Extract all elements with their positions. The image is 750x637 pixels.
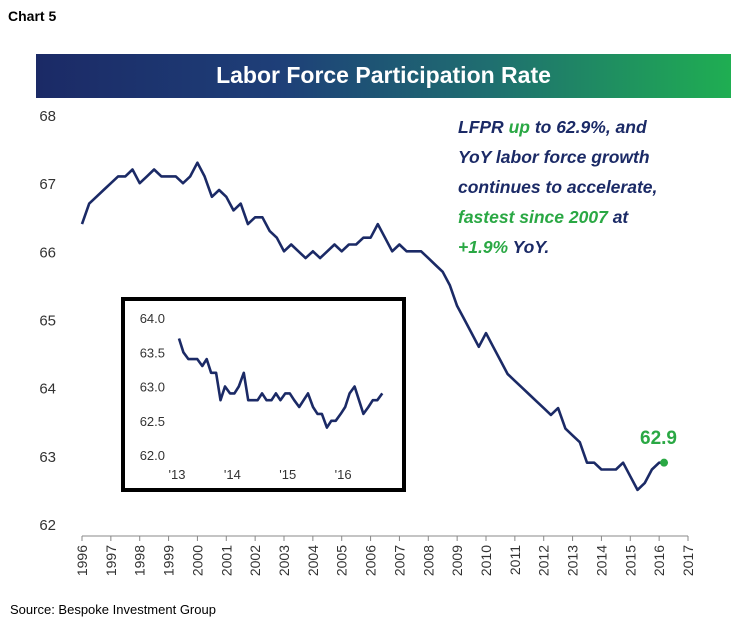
x-tick-label: 2001 bbox=[218, 545, 234, 576]
inset-y-tick-label: 62.5 bbox=[140, 414, 165, 429]
x-tick-label: 2008 bbox=[420, 545, 436, 576]
title-banner: Labor Force Participation Rate bbox=[36, 54, 731, 98]
x-tick-label: 1997 bbox=[103, 545, 119, 576]
last-point-marker bbox=[660, 458, 669, 467]
source-note: Source: Bespoke Investment Group bbox=[10, 602, 216, 617]
x-tick-label: 2009 bbox=[449, 545, 465, 576]
annotation-line-5: +1.9% YoY. bbox=[458, 232, 743, 262]
annotation-line-1: LFPR up to 62.9%, and bbox=[458, 112, 743, 142]
x-tick-label: 2011 bbox=[507, 545, 523, 575]
y-tick-label: 63 bbox=[39, 449, 56, 466]
y-tick-label: 68 bbox=[39, 108, 56, 125]
x-tick-label: 2005 bbox=[334, 545, 350, 576]
annotation-highlight: +1.9% bbox=[458, 237, 509, 257]
x-tick-label: 2010 bbox=[478, 545, 494, 576]
y-tick-label: 64 bbox=[39, 381, 56, 398]
y-tick-label: 62 bbox=[39, 517, 56, 534]
inset-x-tick-label: '16 bbox=[335, 467, 352, 482]
annotation-text: at bbox=[607, 207, 629, 227]
annotation-highlight: up bbox=[508, 117, 530, 137]
inset-x-tick-label: '15 bbox=[279, 467, 296, 482]
inset-y-tick-label: 63.5 bbox=[140, 345, 165, 360]
x-tick-label: 1999 bbox=[161, 545, 177, 576]
x-tick-label: 2016 bbox=[651, 545, 667, 576]
annotation-text: LFPR bbox=[458, 117, 509, 137]
x-tick-label: 2013 bbox=[565, 545, 581, 576]
x-tick-label: 1998 bbox=[132, 545, 148, 576]
annotation: LFPR up to 62.9%, and YoY labor force gr… bbox=[458, 112, 743, 262]
y-tick-label: 66 bbox=[39, 244, 56, 261]
x-tick-label: 1996 bbox=[74, 545, 90, 576]
annotation-text: YoY. bbox=[508, 237, 550, 257]
inset-y-tick-label: 62.0 bbox=[140, 448, 165, 463]
x-tick-label: 2017 bbox=[680, 545, 696, 576]
x-tick-label: 2000 bbox=[189, 545, 205, 576]
chart-number-label: Chart 5 bbox=[8, 8, 57, 24]
annotation-text: to 62.9%, and bbox=[529, 117, 647, 137]
inset-y-tick-label: 64.0 bbox=[140, 311, 165, 326]
inset-series-line bbox=[177, 338, 384, 429]
inset-chart-frame: 64.0 63.5 63.0 62.5 62.0 '13 '14 '15 '16 bbox=[121, 297, 406, 492]
annotation-line-2: YoY labor force growth bbox=[458, 147, 650, 167]
annotation-line-4: fastest since 2007 at bbox=[458, 202, 743, 232]
y-tick-label: 67 bbox=[39, 176, 56, 193]
last-value-label: 62.9 bbox=[640, 428, 677, 449]
x-tick-label: 2014 bbox=[593, 545, 609, 576]
inset-x-tick-label: '13 bbox=[169, 467, 186, 482]
inset-chart: 64.0 63.5 63.0 62.5 62.0 '13 '14 '15 '16 bbox=[140, 311, 384, 482]
x-tick-label: 2006 bbox=[363, 545, 379, 576]
annotation-highlight: fastest since 2007 bbox=[458, 207, 608, 227]
x-tick-label: 2012 bbox=[536, 545, 552, 576]
annotation-line-3: continues to accelerate, bbox=[458, 177, 658, 197]
chart-title: Labor Force Participation Rate bbox=[216, 62, 551, 88]
x-tick-label: 2004 bbox=[305, 545, 321, 576]
inset-y-tick-label: 63.0 bbox=[140, 380, 165, 395]
series-line-lfpr bbox=[80, 161, 664, 492]
x-tick-label: 2007 bbox=[391, 545, 407, 576]
x-tick-label: 2015 bbox=[622, 545, 638, 576]
x-tick-label: 2003 bbox=[276, 545, 292, 576]
y-tick-label: 65 bbox=[39, 313, 56, 330]
x-tick-label: 2002 bbox=[247, 545, 263, 576]
inset-x-tick-label: '14 bbox=[224, 467, 241, 482]
